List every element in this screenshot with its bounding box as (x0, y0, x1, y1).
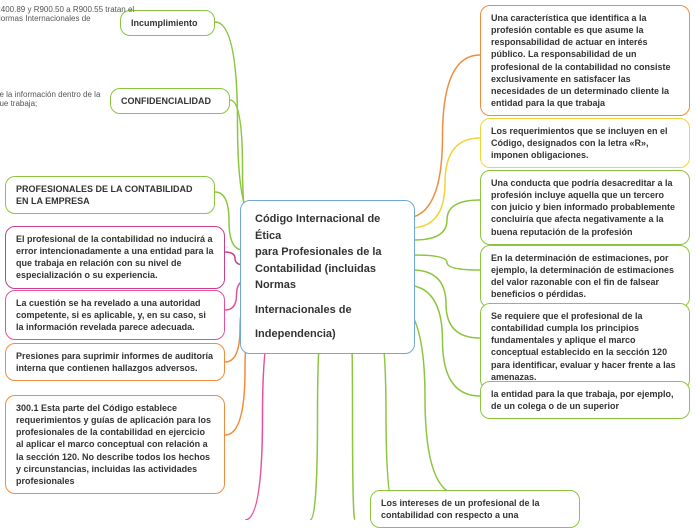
branch-node[interactable]: Los requerimientos que se incluyen en el… (480, 118, 690, 168)
fragment-text: R400.89 y R900.50 a R900.55 tratan el No… (0, 5, 134, 23)
fragment-text: de la información dentro de la que traba… (0, 90, 100, 108)
mindmap-canvas: Código Internacional de Éticapara Profes… (0, 0, 696, 520)
branch-node[interactable]: Presiones para suprimir informes de audi… (5, 343, 225, 381)
center-line: Independencia) (255, 326, 400, 343)
branch-node[interactable]: 300.1 Esta parte del Código establece re… (5, 395, 225, 494)
center-line: Contabilidad (incluidas Normas (255, 261, 400, 294)
center-line: Código Internacional de Ética (255, 211, 400, 244)
center-line: Internacionales de (255, 302, 400, 319)
branch-node[interactable]: Incumplimiento (120, 10, 215, 36)
center-line: para Profesionales de la (255, 244, 400, 261)
branch-node[interactable]: PROFESIONALES DE LA CONTABILIDAD EN LA E… (5, 176, 215, 214)
branch-node[interactable]: Una característica que identifica a la p… (480, 5, 690, 116)
branch-node[interactable]: En la determinación de estimaciones, por… (480, 245, 690, 308)
branch-node[interactable]: Los intereses de un profesional de la co… (370, 490, 580, 528)
branch-node[interactable]: Se requiere que el profesional de la con… (480, 303, 690, 390)
branch-node[interactable]: El profesional de la contabilidad no ind… (5, 226, 225, 289)
branch-node[interactable]: La cuestión se ha revelado a una autorid… (5, 290, 225, 340)
branch-node[interactable]: la entidad para la que trabaja, por ejem… (480, 381, 690, 419)
branch-node[interactable]: CONFIDENCIALIDAD (110, 88, 230, 114)
branch-node[interactable]: Una conducta que podría desacreditar a l… (480, 170, 690, 245)
center-node[interactable]: Código Internacional de Éticapara Profes… (240, 200, 415, 354)
